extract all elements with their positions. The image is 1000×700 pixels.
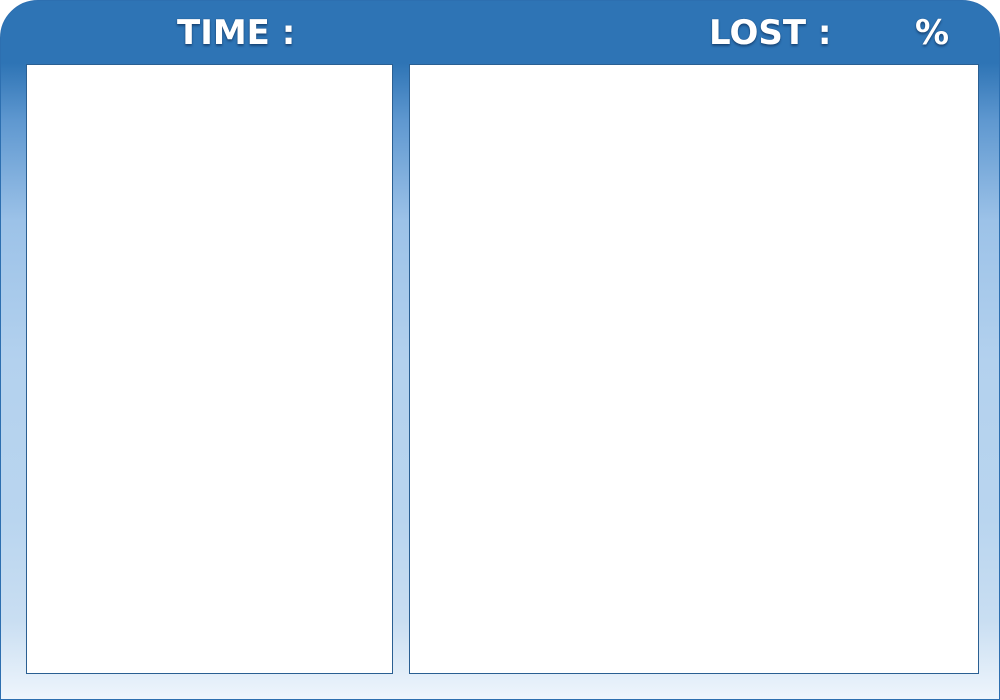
percent-sign: % xyxy=(915,13,950,53)
lost-label: LOST : xyxy=(709,13,832,53)
left-play-panel[interactable] xyxy=(26,64,393,674)
time-label: TIME : xyxy=(177,13,296,53)
right-play-panel[interactable] xyxy=(409,64,979,674)
header-bar xyxy=(1,1,999,63)
